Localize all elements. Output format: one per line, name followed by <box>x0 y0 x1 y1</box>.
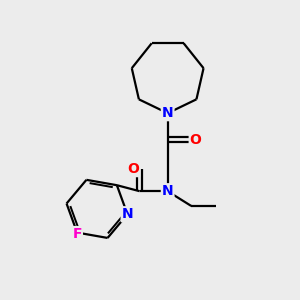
Text: N: N <box>162 106 173 120</box>
Text: O: O <box>127 162 139 176</box>
Text: O: O <box>190 133 202 147</box>
Text: F: F <box>72 227 82 241</box>
Text: N: N <box>122 207 133 221</box>
Text: N: N <box>162 184 173 198</box>
